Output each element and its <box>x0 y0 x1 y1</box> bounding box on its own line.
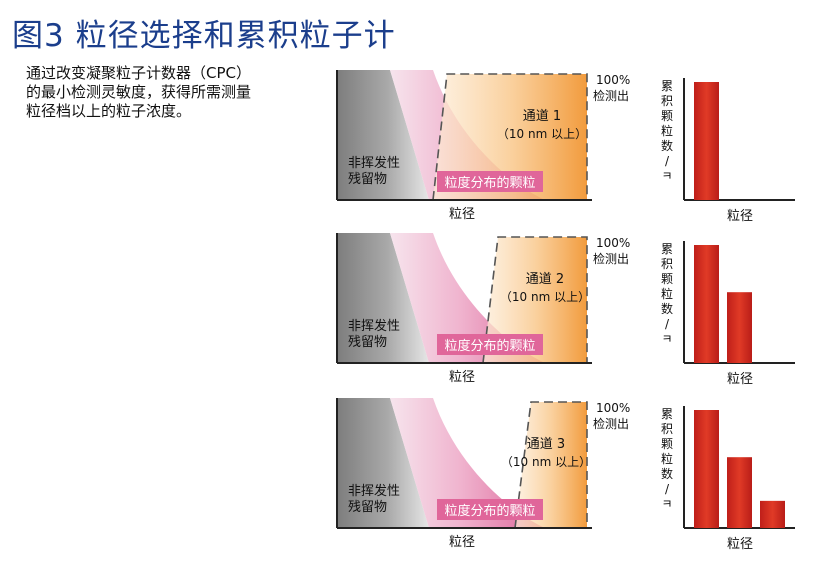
detected-region <box>515 402 587 528</box>
bar-y-label-char: 粒 <box>661 451 673 466</box>
distribution-region <box>390 398 545 528</box>
description-line: 的最小检测灵敏度，获得所需测量 <box>26 83 252 101</box>
bar-y-label-char: / <box>665 317 670 331</box>
bar-y-label-char: 粒 <box>661 123 673 138</box>
bar-y-label-char: / <box>665 154 670 168</box>
bar-y-label-char: 数 <box>661 466 673 481</box>
bar-y-label-char: 颗 <box>661 272 673 286</box>
distribution-label: 粒度分布的颗粒 <box>444 175 535 191</box>
channel-label: 通道 2 <box>526 272 564 287</box>
nonvolatile-label: 残留物 <box>348 335 387 350</box>
bar-x-axis-label: 粒径 <box>727 372 753 387</box>
bar-y-label-char: 积 <box>661 94 673 108</box>
distribution-label-bg <box>437 499 543 520</box>
bar-y-label-char: ㅋ <box>661 332 672 346</box>
nonvolatile-region <box>337 70 429 200</box>
detected-region <box>433 74 587 200</box>
count-bar <box>694 82 719 200</box>
bar-y-label-char: / <box>665 482 670 496</box>
count-bar <box>727 292 752 363</box>
bar-y-label-char: ㅋ <box>661 497 672 511</box>
bar-x-axis-label: 粒径 <box>727 209 753 224</box>
detected-label: 检测出 <box>593 251 629 266</box>
bar-y-label-char: 积 <box>661 422 673 436</box>
size-range-label: （10 nm 以上） <box>501 455 591 469</box>
count-bar <box>694 410 719 528</box>
nonvolatile-label: 非挥发性 <box>348 318 400 334</box>
bar-y-label-char: 粒 <box>661 286 673 301</box>
nonvolatile-label: 残留物 <box>348 500 387 515</box>
nonvolatile-label: 残留物 <box>348 172 387 187</box>
size-range-label: （10 nm 以上） <box>497 127 587 141</box>
x-axis-label: 粒径 <box>449 370 475 385</box>
distribution-label: 粒度分布的颗粒 <box>444 338 535 354</box>
bar-y-label-char: 累 <box>661 242 673 256</box>
distribution-label: 粒度分布的颗粒 <box>444 503 535 519</box>
bar-y-label-char: 积 <box>661 257 673 271</box>
nonvolatile-region <box>337 398 429 528</box>
nonvolatile-region <box>337 233 429 363</box>
nonvolatile-label: 非挥发性 <box>348 483 400 499</box>
bar-y-label-char: 颗 <box>661 437 673 451</box>
bar-y-label-char: 数 <box>661 301 673 316</box>
count-bar <box>694 245 719 363</box>
bar-y-label-char: 累 <box>661 407 673 421</box>
bar-y-label-char: 颗 <box>661 109 673 123</box>
figure-description: 通过改变凝聚粒子计数器（CPC） 的最小检测灵敏度，获得所需测量 粒径档以上的粒… <box>26 64 326 121</box>
detected-label: 检测出 <box>593 88 629 103</box>
distribution-label-bg <box>437 171 543 192</box>
nonvolatile-label: 非挥发性 <box>348 155 400 171</box>
figure-title: 图3 粒径选择和累积粒子计 <box>12 18 396 54</box>
x-axis-label: 粒径 <box>449 207 475 222</box>
bar-y-label-char: ㅋ <box>661 169 672 183</box>
size-range-label: （10 nm 以上） <box>500 290 590 304</box>
detection-threshold-line <box>482 236 588 364</box>
description-line: 粒径档以上的粒子浓度。 <box>26 102 192 120</box>
distribution-label-bg <box>437 334 543 355</box>
detected-region <box>483 237 587 363</box>
description-line: 通过改变凝聚粒子计数器（CPC） <box>26 64 251 82</box>
percent-label: 100% <box>596 236 630 250</box>
bar-x-axis-label: 粒径 <box>727 537 753 552</box>
x-axis-label: 粒径 <box>449 535 475 550</box>
percent-label: 100% <box>596 401 630 415</box>
detection-threshold-line <box>514 401 588 529</box>
percent-label: 100% <box>596 73 630 87</box>
count-bar <box>760 500 785 528</box>
channel-label: 通道 3 <box>527 437 565 452</box>
detection-threshold-line <box>432 73 588 201</box>
bar-y-label-char: 累 <box>661 79 673 93</box>
distribution-region <box>390 233 545 363</box>
channel-label: 通道 1 <box>523 109 561 124</box>
bar-y-label-char: 数 <box>661 138 673 153</box>
count-bar <box>727 457 752 528</box>
detected-label: 检测出 <box>593 416 629 431</box>
